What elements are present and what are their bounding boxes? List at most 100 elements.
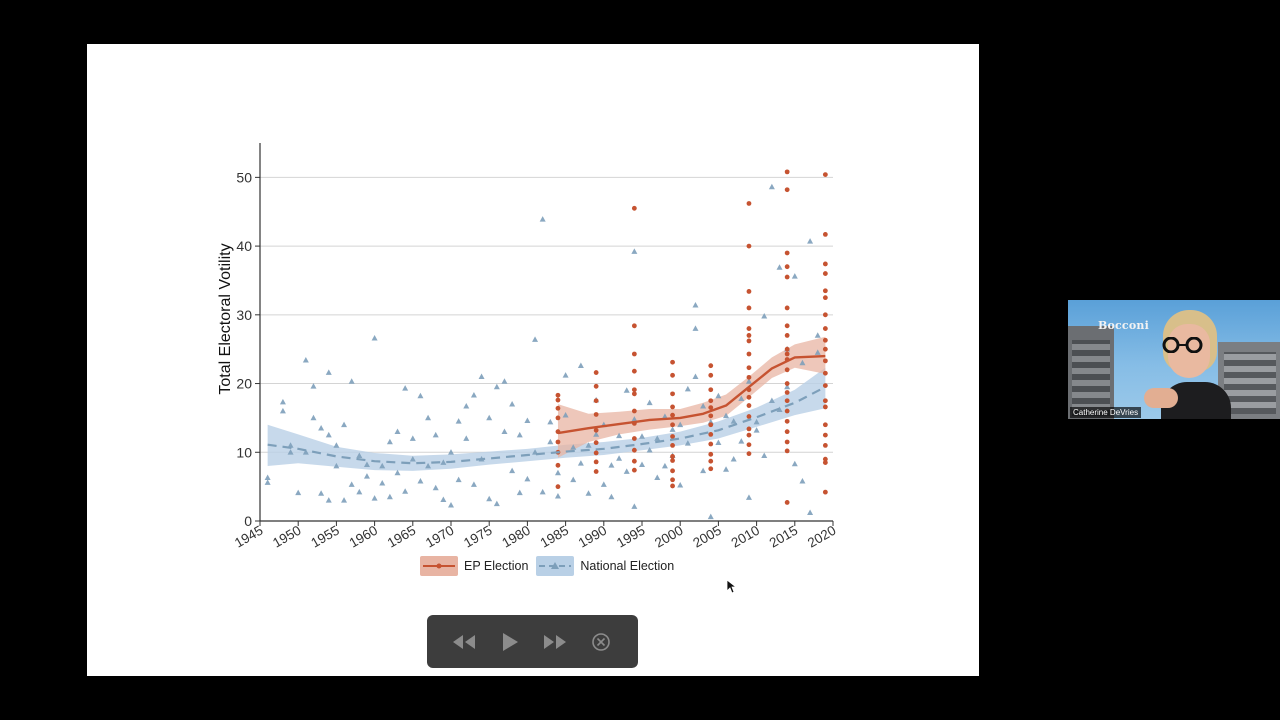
ep-data-point	[746, 451, 752, 457]
national-data-point	[402, 385, 409, 391]
national-data-point	[264, 479, 271, 485]
ep-data-point	[670, 468, 675, 474]
ep-data-point	[670, 483, 675, 489]
national-data-point	[470, 392, 477, 398]
national-data-point	[791, 273, 798, 279]
ep-data-point	[822, 456, 828, 462]
ep-data-point	[746, 326, 752, 331]
national-data-point	[493, 500, 500, 507]
ep-data-point	[631, 368, 637, 374]
national-data-point	[425, 414, 432, 421]
ep-data-point	[670, 372, 675, 378]
ep-data-point	[593, 459, 599, 465]
x-tick-label: 2010	[729, 523, 763, 551]
national-data-point	[669, 426, 676, 432]
ep-data-point	[822, 326, 828, 331]
ep-data-point	[822, 172, 828, 178]
national-data-point	[448, 501, 454, 508]
national-data-point	[577, 362, 584, 368]
national-confidence-band	[267, 367, 826, 471]
ep-data-point	[784, 187, 790, 193]
ep-data-point	[746, 201, 752, 206]
play-button[interactable]	[493, 625, 527, 659]
national-data-point	[700, 403, 707, 409]
national-data-point	[333, 462, 340, 469]
national-data-point	[700, 467, 707, 474]
national-data-point	[318, 425, 325, 431]
fast-forward-button[interactable]	[538, 625, 572, 659]
ep-data-point	[555, 484, 561, 490]
national-data-point	[448, 449, 454, 455]
ep-data-point	[746, 289, 752, 294]
national-data-point	[363, 473, 370, 479]
national-data-point	[768, 183, 775, 190]
ep-data-point	[593, 383, 599, 389]
participant-name-label: Catherine DeVries	[1070, 407, 1142, 418]
ep-data-point	[784, 333, 790, 338]
ep-data-point	[822, 404, 828, 410]
x-tick-label: 1955	[308, 523, 342, 551]
ep-data-point	[822, 489, 828, 495]
national-data-point	[516, 489, 523, 496]
x-tick-label: 1990	[576, 523, 610, 551]
national-data-point	[302, 356, 309, 363]
national-data-point	[524, 475, 531, 482]
national-data-point	[386, 438, 393, 445]
national-data-point	[715, 392, 722, 399]
ep-data-point	[670, 422, 675, 428]
y-tick-label: 30	[236, 307, 252, 323]
ep-data-point	[670, 391, 675, 397]
legend-item-ep: EP Election	[420, 556, 528, 576]
ep-data-point	[670, 404, 675, 410]
national-data-point	[356, 452, 363, 459]
ep-data-point	[746, 305, 752, 311]
national-data-point	[409, 455, 416, 462]
ep-data-point	[670, 453, 675, 459]
ep-data-point	[670, 458, 675, 463]
national-data-point	[639, 433, 645, 439]
ep-data-point	[708, 387, 714, 393]
national-data-point	[684, 385, 691, 392]
webcam-tile[interactable]: Bocconi Catherine DeVries	[1068, 300, 1280, 419]
national-data-point	[455, 476, 462, 483]
national-data-point	[692, 301, 699, 308]
national-data-point	[348, 481, 355, 487]
national-legend-label: National Election	[580, 559, 675, 573]
close-button[interactable]	[584, 625, 618, 659]
ep-data-point	[784, 323, 790, 329]
ep-data-point	[593, 440, 599, 446]
ep-data-point	[784, 264, 790, 270]
national-legend-swatch	[536, 556, 575, 576]
ep-data-point	[746, 426, 752, 432]
national-data-point	[616, 455, 623, 461]
ep-data-point	[784, 305, 790, 311]
ep-data-point	[670, 359, 675, 365]
national-data-point	[432, 484, 439, 491]
ep-data-point	[822, 422, 828, 428]
national-data-point	[325, 497, 332, 503]
x-tick-label: 1980	[499, 523, 533, 551]
person-hands	[1144, 388, 1178, 408]
rewind-button[interactable]	[447, 625, 481, 659]
ep-data-point	[746, 403, 752, 408]
ep-data-point	[822, 232, 828, 237]
national-data-point	[432, 431, 439, 438]
x-tick-label: 1965	[385, 523, 419, 551]
ep-data-point	[708, 405, 714, 410]
national-data-point	[509, 467, 516, 474]
national-data-point	[616, 432, 623, 439]
national-data-point	[386, 493, 393, 500]
ep-data-point	[784, 398, 790, 404]
ep-data-point	[555, 392, 561, 398]
national-data-point	[692, 325, 699, 331]
national-data-point	[745, 494, 752, 500]
national-data-point	[470, 481, 477, 487]
ep-data-point	[631, 408, 637, 414]
national-data-point	[547, 418, 554, 425]
ep-data-point	[631, 205, 637, 211]
ep-data-point	[708, 363, 714, 369]
national-data-point	[516, 431, 523, 438]
national-data-point	[279, 407, 286, 414]
ep-data-point	[708, 372, 714, 378]
